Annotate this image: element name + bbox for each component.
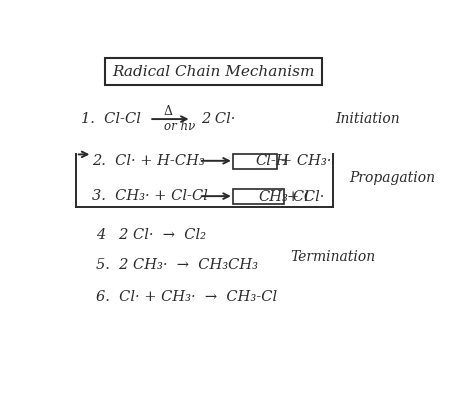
Text: 2.  Cl· + H-CH₃: 2. Cl· + H-CH₃ xyxy=(92,154,205,168)
Text: Termination: Termination xyxy=(291,250,376,264)
Text: Δ: Δ xyxy=(164,105,173,118)
Text: + CH₃·: + CH₃· xyxy=(280,154,331,168)
Text: 2 Cl·: 2 Cl· xyxy=(201,112,235,126)
Text: 3.  CH₃· + Cl-Cl: 3. CH₃· + Cl-Cl xyxy=(92,189,208,203)
Text: 4   2 Cl·  →  Cl₂: 4 2 Cl· → Cl₂ xyxy=(96,228,206,242)
Text: Cl-H: Cl-H xyxy=(255,154,289,168)
Text: 1.  Cl-Cl: 1. Cl-Cl xyxy=(82,112,141,126)
Text: 6.  Cl· + CH₃·  →  CH₃-Cl: 6. Cl· + CH₃· → CH₃-Cl xyxy=(96,290,277,304)
FancyBboxPatch shape xyxy=(105,58,322,85)
FancyBboxPatch shape xyxy=(233,189,284,204)
Text: CH₃-Cl: CH₃-Cl xyxy=(259,190,310,204)
Text: Radical Chain Mechanism: Radical Chain Mechanism xyxy=(112,65,315,79)
Text: + Cl·: + Cl· xyxy=(287,190,324,204)
Text: or hν: or hν xyxy=(164,120,195,133)
Text: Propagation: Propagation xyxy=(349,171,436,186)
Text: 5.  2 CH₃·  →  CH₃CH₃: 5. 2 CH₃· → CH₃CH₃ xyxy=(96,258,258,272)
Text: Initiation: Initiation xyxy=(335,112,400,126)
FancyBboxPatch shape xyxy=(233,154,277,169)
